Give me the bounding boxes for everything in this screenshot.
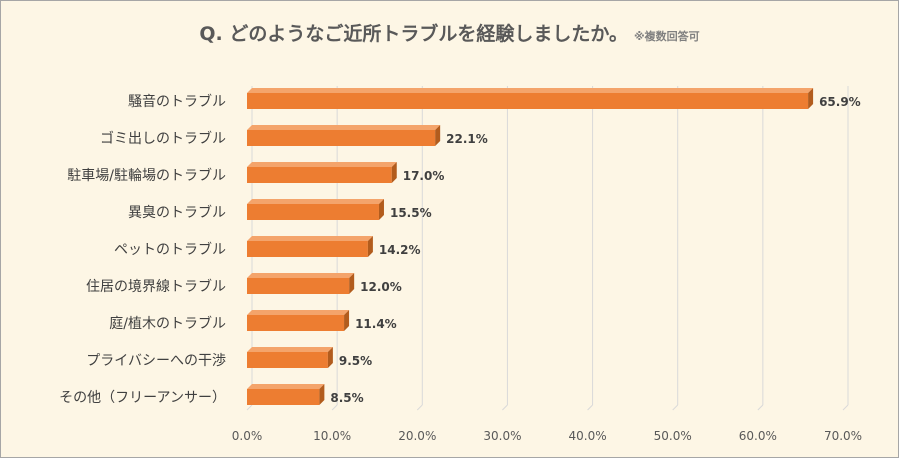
bar (247, 315, 345, 331)
chart-title: Q. どのようなご近所トラブルを経験しましたか。 (199, 23, 628, 45)
data-label: 14.2% (379, 243, 421, 257)
data-label: 15.5% (390, 206, 432, 220)
bar-top-face (247, 384, 325, 389)
bar-top-face (247, 273, 355, 278)
data-label: 17.0% (403, 169, 445, 183)
bar-side-face (435, 125, 441, 146)
category-label: プライバシーへの干渉 (86, 353, 226, 369)
gridline-foot (246, 404, 253, 411)
x-tick-label: 70.0% (824, 429, 862, 443)
gridline-foot (672, 404, 679, 411)
bar-side-face (319, 384, 325, 405)
x-tick-label: 40.0% (569, 429, 607, 443)
gridline-foot (757, 404, 764, 411)
bar-top-face (247, 125, 441, 130)
bar (247, 204, 379, 220)
x-tick-label: 50.0% (654, 429, 692, 443)
gridline-foot (842, 404, 849, 411)
chart-title-row: Q. どのようなご近所トラブルを経験しましたか。 ※複数回答可 (1, 19, 898, 46)
gridline-foot (587, 404, 593, 411)
bar-side-face (349, 273, 355, 294)
gridline-foot (502, 404, 508, 411)
bar (247, 278, 350, 294)
bar-side-face (391, 162, 397, 183)
bar-top-face (247, 347, 333, 352)
bar-top-face (247, 310, 350, 315)
bar-top-face (247, 199, 384, 204)
bar-side-face (378, 199, 384, 220)
category-label: その他（フリーアンサー） (59, 390, 226, 406)
x-tick-label: 10.0% (313, 429, 351, 443)
data-label: 65.9% (819, 95, 861, 109)
bar-side-face (344, 310, 350, 331)
bar-side-face (327, 347, 333, 368)
bar (247, 241, 368, 257)
x-tick-label: 60.0% (739, 429, 777, 443)
data-label: 9.5% (339, 354, 372, 368)
data-label: 11.4% (355, 317, 397, 331)
category-label: 住居の境界線トラブル (86, 278, 226, 295)
bar-top-face (247, 162, 397, 167)
gridline-foot (331, 404, 338, 411)
bar-side-face (808, 88, 814, 109)
x-tick-label: 0.0% (232, 429, 263, 443)
bar (247, 93, 809, 109)
category-label: ゴミ出しのトラブル (100, 130, 226, 147)
bar-top-face (247, 88, 814, 93)
category-label: 庭/植木のトラブル (109, 315, 226, 332)
category-label: 騒音のトラブル (128, 93, 226, 110)
data-label: 12.0% (360, 280, 402, 294)
category-label: ペットのトラブル (114, 241, 226, 258)
bar (247, 167, 392, 183)
chart-note: ※複数回答可 (633, 30, 700, 43)
category-label: 異臭のトラブル (128, 204, 226, 221)
bar-side-face (367, 236, 373, 257)
bar (247, 389, 320, 405)
category-label: 駐車場/駐輪場のトラブル (67, 167, 226, 184)
bar-top-face (247, 236, 373, 241)
bar (247, 130, 436, 146)
bar (247, 352, 328, 368)
x-tick-label: 30.0% (483, 429, 521, 443)
gridline-foot (416, 404, 423, 411)
data-label: 8.5% (330, 391, 363, 405)
x-tick-label: 20.0% (398, 429, 436, 443)
data-label: 22.1% (446, 132, 488, 146)
